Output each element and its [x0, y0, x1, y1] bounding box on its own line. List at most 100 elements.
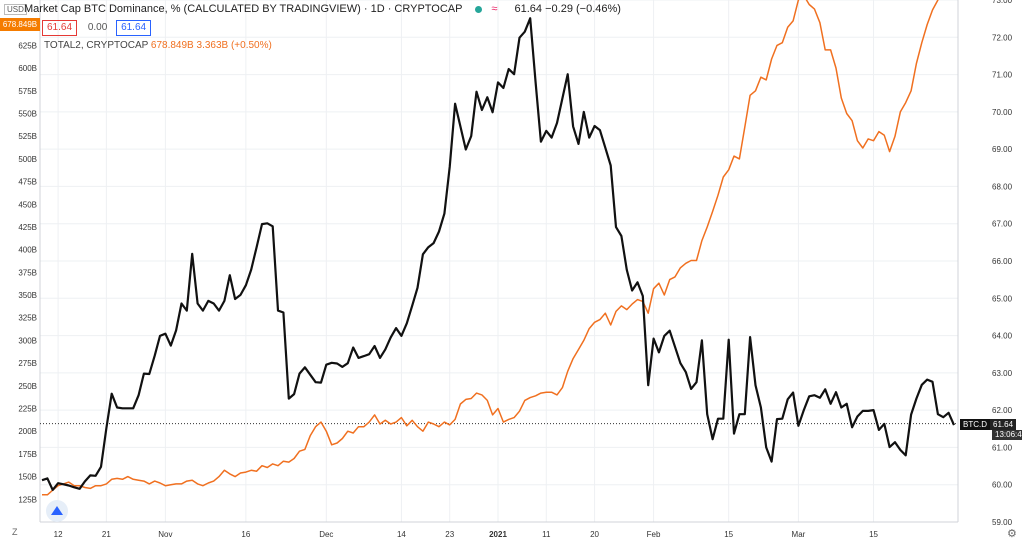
compare-legend[interactable]: TOTAL2, CRYPTOCAP 678.849B 3.363B (+0.50…: [44, 40, 272, 51]
dominance-point: [900, 449, 902, 451]
price-boxes: 61.64 0.00 61.64: [42, 20, 159, 36]
dominance-point: [540, 141, 542, 143]
dominance-point: [937, 413, 939, 415]
total2-point: [186, 480, 188, 482]
dominance-point: [395, 327, 397, 329]
dominance-point: [363, 355, 365, 357]
total2-point: [320, 421, 322, 423]
dominance-point: [551, 137, 553, 139]
total2-point: [250, 469, 252, 471]
x-tick-label: 23: [445, 530, 454, 539]
total2-point: [454, 419, 456, 421]
total2-point: [438, 426, 440, 428]
dominance-point: [224, 300, 226, 302]
total2-point: [857, 140, 859, 142]
total2-point: [749, 95, 751, 97]
left-tick-label: 575B: [18, 87, 37, 96]
buy-price-box[interactable]: 61.64: [116, 20, 152, 36]
total2-point: [63, 483, 65, 485]
dominance-point: [519, 37, 521, 39]
dominance-point: [245, 284, 247, 286]
compare-values: 678.849B 3.363B (+0.50%): [150, 40, 272, 51]
dominance-point: [293, 393, 295, 395]
header-values: 61.64 −0.29 (−0.46%): [514, 3, 621, 15]
dominance-point: [481, 109, 483, 111]
total2-point: [835, 67, 837, 69]
total2-point: [900, 111, 902, 113]
total2-point: [358, 426, 360, 428]
total2-point: [519, 410, 521, 412]
right-tick-label: 69.00: [992, 145, 1013, 154]
zoom-button[interactable]: Z: [12, 527, 18, 537]
x-tick-label: Mar: [792, 530, 806, 539]
total2-point: [304, 449, 306, 451]
left-tick-label: 450B: [18, 200, 37, 209]
total2-point: [449, 424, 451, 426]
dominance-point: [932, 381, 934, 383]
dominance-point: [862, 410, 864, 412]
dominance-point: [390, 337, 392, 339]
left-tick-label: 500B: [18, 155, 37, 164]
total2-point: [433, 423, 435, 425]
gear-icon[interactable]: ⚙: [1007, 528, 1017, 540]
wave-icon[interactable]: ≈: [491, 3, 498, 15]
total2-point: [352, 432, 354, 434]
dominance-point: [229, 274, 231, 276]
total2-point: [497, 408, 499, 410]
left-tick-label: 525B: [18, 132, 37, 141]
dominance-point: [315, 381, 317, 383]
total2-point: [245, 471, 247, 473]
total2-point: [680, 267, 682, 269]
total2-point: [545, 391, 547, 393]
total2-point: [883, 134, 885, 136]
currency-label[interactable]: USD: [4, 4, 27, 15]
dominance-point: [771, 461, 773, 463]
sell-price-box[interactable]: 61.64: [42, 20, 78, 36]
dominance-point: [326, 364, 328, 366]
dominance-point: [717, 418, 719, 420]
chart-title: Market Cap BTC Dominance, % (CALCULATED …: [24, 3, 463, 15]
total2-point: [824, 49, 826, 51]
total2-line: [42, 0, 939, 496]
right-tick-label: 59.00: [992, 518, 1013, 527]
total2-point: [658, 282, 660, 284]
total2-point: [293, 458, 295, 460]
dominance-point: [438, 231, 440, 233]
total2-point: [422, 430, 424, 432]
total2-point: [717, 194, 719, 196]
left-tick-label: 375B: [18, 268, 37, 277]
dominance-point: [132, 407, 134, 409]
total2-point: [315, 426, 317, 428]
dominance-point: [610, 165, 612, 167]
total2-point: [84, 487, 86, 489]
dominance-point: [191, 253, 193, 255]
compare-symbol: TOTAL2, CRYPTOCAP: [44, 40, 149, 51]
left-tick-label: 225B: [18, 405, 37, 414]
right-tick-label: 63.00: [992, 369, 1013, 378]
total2-point: [52, 489, 54, 491]
dominance-point: [449, 166, 451, 168]
dominance-point: [95, 475, 97, 477]
total2-point: [283, 460, 285, 462]
dominance-point: [116, 407, 118, 409]
left-tick-label: 400B: [18, 246, 37, 255]
btc-dominance-line: [41, 17, 956, 491]
total2-point: [916, 63, 918, 65]
dominance-point: [696, 381, 698, 383]
tradingview-logo[interactable]: [46, 500, 68, 522]
dominance-point: [513, 73, 515, 75]
x-tick-label: 14: [397, 530, 406, 539]
total2-point: [427, 421, 429, 423]
dominance-point: [100, 466, 102, 468]
total2-point: [524, 400, 526, 402]
dominance-point: [674, 346, 676, 348]
right-tick-label: 73.00: [992, 0, 1013, 5]
dominance-point: [320, 382, 322, 384]
total2-point: [401, 417, 403, 419]
dominance-point: [701, 340, 703, 342]
dominance-point: [422, 253, 424, 255]
dominance-point: [379, 357, 381, 359]
dominance-point: [186, 310, 188, 312]
total2-point: [615, 311, 617, 313]
dominance-point: [572, 126, 574, 128]
